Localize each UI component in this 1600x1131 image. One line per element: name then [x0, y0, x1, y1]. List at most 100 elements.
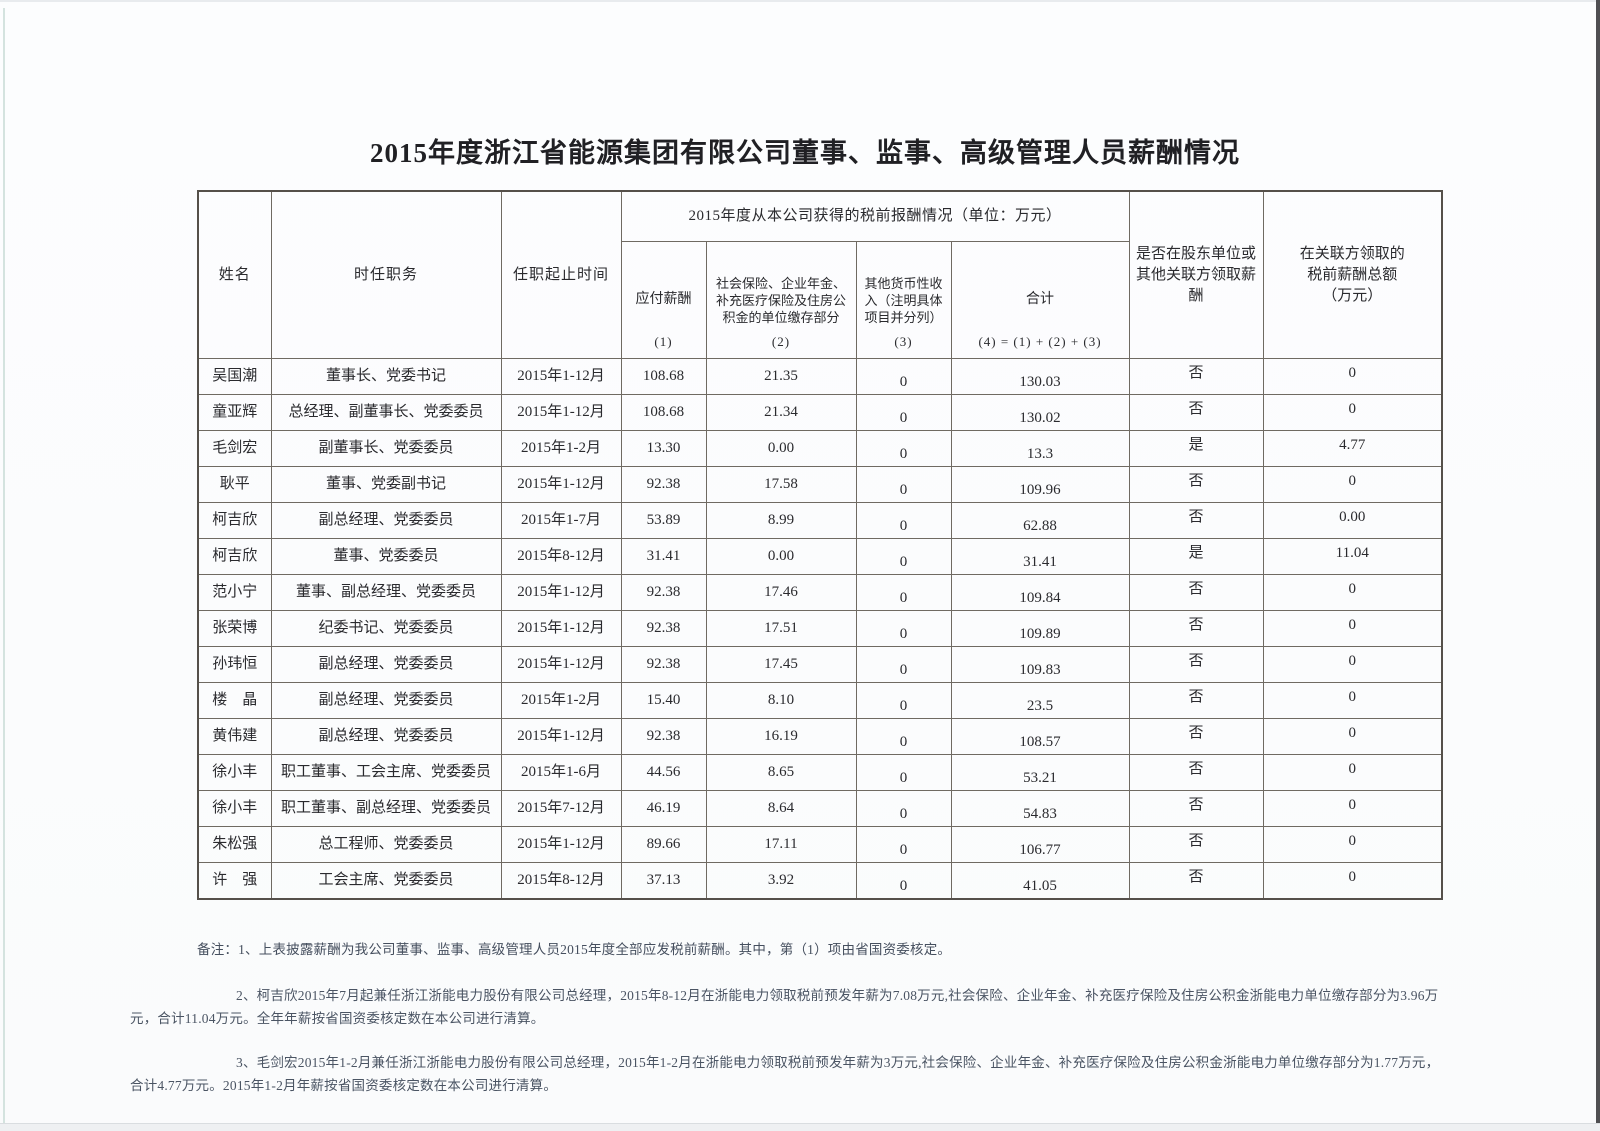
cell-related: 否 [1128, 574, 1264, 611]
payable-number: (1) [654, 334, 673, 349]
cell-payable: 92.38 [620, 574, 707, 611]
total-formula: (4) = (1) + (2) + (3) [978, 334, 1102, 349]
cell-related: 否 [1128, 826, 1264, 863]
other-income-number: (3) [894, 334, 913, 349]
cell-payable: 92.38 [620, 646, 707, 683]
cell-term: 2015年1-12月 [500, 718, 622, 755]
header-row-sub: 应付薪酬 (1) 社会保险、企业年金、补充医疗保险及住房公积金的单位缴存部分 (… [198, 241, 1442, 359]
cell-total: 23.5 [950, 682, 1130, 719]
cell-total: 106.77 [950, 826, 1130, 863]
note-2: 2、柯吉欣2015年7月起兼任浙江浙能电力股份有限公司总经理，2015年8-12… [130, 988, 1439, 1026]
cell-insurance: 16.19 [705, 718, 857, 755]
cell-total: 109.83 [950, 646, 1130, 683]
cell-other: 0 [855, 826, 952, 863]
cell-name: 毛剑宏 [197, 430, 272, 467]
cell-name: 孙玮恒 [197, 646, 272, 683]
cell-payable: 92.38 [620, 466, 707, 503]
cell-related-amount: 0 [1262, 754, 1443, 791]
cell-payable: 53.89 [620, 502, 707, 539]
cell-insurance: 17.45 [705, 646, 857, 683]
col-header-pretax-group: 2015年度从本公司获得的税前报酬情况（单位：万元） [620, 190, 1130, 242]
table-body: 吴国潮 董事长、党委书记 2015年1-12月 108.68 21.35 0 130.03 否… [197, 358, 1443, 899]
cell-other: 0 [855, 862, 952, 899]
cell-term: 2015年1-2月 [500, 430, 622, 467]
cell-position: 职工董事、工会主席、党委委员 [270, 754, 502, 791]
scan-artifact-right-edge [1596, 0, 1600, 1131]
cell-position: 职工董事、副总经理、党委委员 [270, 790, 502, 827]
col-header-total: 合计 (4) = (1) + (2) + (3) [950, 241, 1130, 359]
cell-insurance: 3.92 [705, 862, 857, 899]
cell-term: 2015年1-12月 [500, 610, 622, 647]
cell-insurance: 8.99 [705, 502, 857, 539]
other-income-label: 其他货币性收入（注明具体项目并分列） [864, 275, 943, 325]
table-row: 童亚辉 总经理、副董事长、党委委员 2015年1-12月 108.68 21.34 0 13… [197, 394, 1443, 431]
cell-term: 2015年1-7月 [500, 502, 622, 539]
cell-related-amount: 0 [1262, 862, 1443, 899]
table-row: 徐小丰 职工董事、工会主席、党委委员 2015年1-6月 44.56 8.65 0 53.2… [197, 754, 1443, 791]
cell-related-amount: 0 [1262, 682, 1443, 719]
cell-name: 耿平 [197, 466, 272, 503]
scan-artifact-left-edge [3, 8, 5, 1126]
cell-related-amount: 0 [1262, 574, 1443, 611]
cell-total: 53.21 [950, 754, 1130, 791]
cell-insurance: 17.46 [705, 574, 857, 611]
cell-other: 0 [855, 466, 952, 503]
cell-insurance: 17.58 [705, 466, 857, 503]
cell-related: 否 [1128, 466, 1264, 503]
cell-related-amount: 0 [1262, 358, 1443, 395]
col-header-insurance: 社会保险、企业年金、补充医疗保险及住房公积金的单位缴存部分 (2) [705, 241, 857, 359]
cell-term: 2015年1-12月 [500, 358, 622, 395]
header-row-top: 姓名 时任职务 任职起止时间 2015年度从本公司获得的税前报酬情况（单位：万元… [197, 190, 1443, 359]
cell-name: 许 强 [197, 862, 272, 899]
cell-related-amount: 0 [1262, 718, 1443, 755]
col-header-term: 任职起止时间 [500, 190, 622, 359]
col-header-name: 姓名 [197, 190, 272, 359]
cell-name: 黄伟建 [197, 718, 272, 755]
cell-total: 130.03 [950, 358, 1130, 395]
cell-related: 是 [1128, 538, 1264, 575]
col-header-payable: 应付薪酬 (1) [620, 241, 707, 359]
cell-name: 吴国潮 [197, 358, 272, 395]
table-row: 耿平 董事、党委副书记 2015年1-12月 92.38 17.58 0 109.96 否 0 [197, 466, 1443, 503]
cell-payable: 92.38 [620, 610, 707, 647]
cell-payable: 92.38 [620, 718, 707, 755]
cell-term: 2015年8-12月 [500, 862, 622, 899]
scan-artifact-bottom-edge [0, 1123, 1600, 1131]
cell-related: 否 [1128, 358, 1264, 395]
cell-position: 董事、副总经理、党委委员 [270, 574, 502, 611]
cell-name: 范小宁 [197, 574, 272, 611]
cell-payable: 15.40 [620, 682, 707, 719]
cell-name: 童亚辉 [197, 394, 272, 431]
table-row: 柯吉欣 董事、党委委员 2015年8-12月 31.41 0.00 0 31.41 是 11.0… [197, 538, 1443, 575]
cell-position: 工会主席、党委委员 [270, 862, 502, 899]
cell-total: 13.3 [950, 430, 1130, 467]
cell-insurance: 21.34 [705, 394, 857, 431]
cell-position: 董事、党委委员 [270, 538, 502, 575]
table-row: 柯吉欣 副总经理、党委委员 2015年1-7月 53.89 8.99 0 62.88 否 0.0… [197, 502, 1443, 539]
cell-name: 柯吉欣 [197, 502, 272, 539]
col-header-other-income: 其他货币性收入（注明具体项目并分列） (3) [855, 241, 952, 359]
cell-total: 109.89 [950, 610, 1130, 647]
cell-total: 31.41 [950, 538, 1130, 575]
cell-payable: 44.56 [620, 754, 707, 791]
cell-insurance: 17.51 [705, 610, 857, 647]
cell-related-amount: 4.77 [1262, 430, 1443, 467]
cell-related-amount: 0 [1262, 466, 1443, 503]
cell-related: 否 [1128, 682, 1264, 719]
table-row: 张荣博 纪委书记、党委委员 2015年1-12月 92.38 17.51 0 109.89 否… [197, 610, 1443, 647]
cell-other: 0 [855, 538, 952, 575]
table-row: 黄伟建 副总经理、党委委员 2015年1-12月 92.38 16.19 0 108.57 否… [197, 718, 1443, 755]
cell-insurance: 8.65 [705, 754, 857, 791]
table-row: 范小宁 董事、副总经理、党委委员 2015年1-12月 92.38 17.46 0 109.… [197, 574, 1443, 611]
cell-term: 2015年1-12月 [500, 466, 622, 503]
cell-other: 0 [855, 754, 952, 791]
cell-related: 是 [1128, 430, 1264, 467]
cell-position: 纪委书记、党委委员 [270, 610, 502, 647]
cell-insurance: 21.35 [705, 358, 857, 395]
cell-position: 副总经理、党委委员 [270, 502, 502, 539]
cell-position: 副总经理、党委委员 [270, 682, 502, 719]
cell-name: 徐小丰 [197, 754, 272, 791]
cell-related-amount: 0 [1262, 394, 1443, 431]
cell-total: 108.57 [950, 718, 1130, 755]
